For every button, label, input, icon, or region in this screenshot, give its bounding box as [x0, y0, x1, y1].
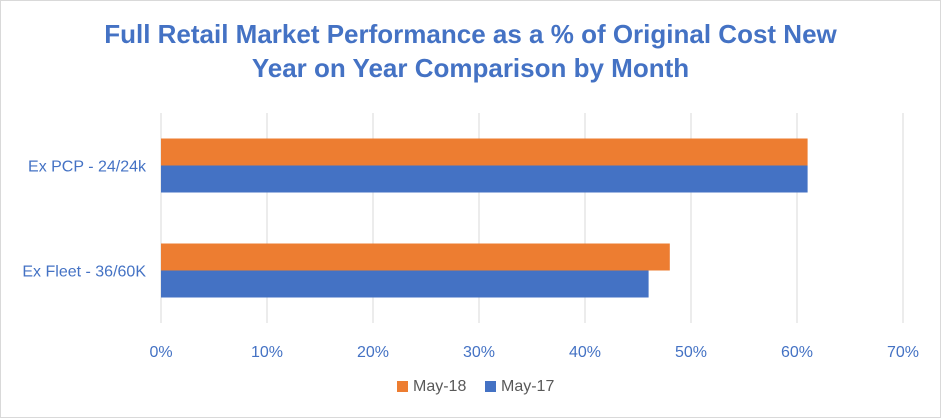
- x-tick-label: 50%: [675, 344, 707, 361]
- chart-subtitle: Year on Year Comparison by Month: [251, 53, 690, 83]
- x-tick-label: 40%: [569, 344, 601, 361]
- category-label: Ex Fleet - 36/60K: [22, 264, 146, 281]
- legend-label: May-18: [413, 378, 466, 395]
- chart-title: Full Retail Market Performance as a % of…: [1, 17, 940, 85]
- bar-may-18: [161, 243, 670, 271]
- category-label: Ex PCP - 24/24k: [28, 159, 147, 176]
- x-tick-label: 70%: [887, 344, 919, 361]
- legend-swatch: [397, 381, 408, 392]
- legend-swatch: [485, 381, 496, 392]
- x-tick-label: 60%: [781, 344, 813, 361]
- x-tick-label: 10%: [251, 344, 283, 361]
- x-tick-label: 30%: [463, 344, 495, 361]
- x-tick-label: 0%: [149, 344, 172, 361]
- bar-may-18: [161, 138, 808, 166]
- legend-label: May-17: [501, 378, 554, 395]
- bar-may-17: [161, 165, 808, 193]
- chart-title-line1: Full Retail Market Performance as a % of…: [104, 19, 837, 49]
- bar-may-17: [161, 270, 649, 298]
- x-tick-label: 20%: [357, 344, 389, 361]
